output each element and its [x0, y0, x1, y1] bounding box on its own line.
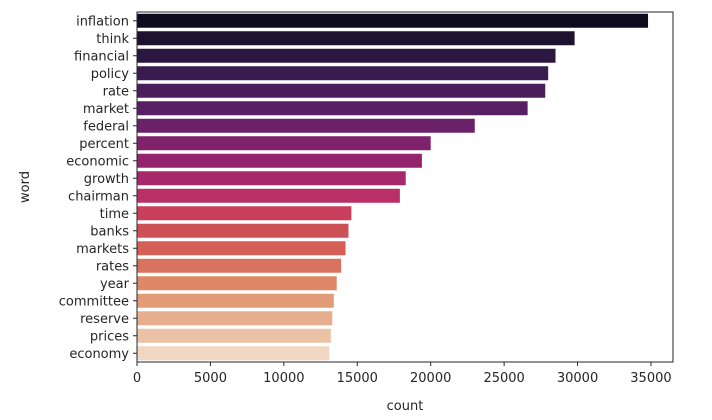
- x-tick-label: 20000: [410, 371, 451, 386]
- y-tick-label: economic: [66, 154, 129, 169]
- plot-frame: [137, 12, 673, 362]
- bar-growth: [137, 171, 406, 185]
- x-tick-label: 25000: [483, 371, 524, 386]
- y-tick-label: markets: [76, 242, 129, 257]
- y-tick-label: rate: [103, 84, 129, 99]
- bars-group: [137, 14, 648, 361]
- y-tick-labels: inflation think financial policy rate market f…: [59, 14, 137, 362]
- bar-financial: [137, 49, 556, 63]
- y-tick-label: federal: [83, 119, 129, 134]
- bar-think: [137, 31, 575, 45]
- bar-prices: [137, 329, 331, 343]
- y-tick-label: chairman: [68, 189, 129, 204]
- bar-inflation: [137, 14, 648, 28]
- x-tick-label: 35000: [630, 371, 671, 386]
- bar-chairman: [137, 189, 400, 203]
- bar-time: [137, 206, 351, 220]
- x-tick-label: 30000: [557, 371, 598, 386]
- y-tick-label: percent: [79, 137, 129, 152]
- bar-markets: [137, 241, 346, 255]
- x-tick-label: 10000: [263, 371, 304, 386]
- y-tick-label: prices: [90, 329, 129, 344]
- y-tick-label: inflation: [76, 14, 129, 29]
- y-tick-label: market: [83, 102, 129, 117]
- bar-rate: [137, 84, 545, 98]
- bar-rates: [137, 259, 341, 273]
- y-tick-label: policy: [91, 67, 130, 82]
- y-tick-label: think: [96, 32, 129, 47]
- bar-banks: [137, 224, 348, 238]
- x-tick-label: 15000: [337, 371, 378, 386]
- bar-percent: [137, 136, 431, 150]
- x-tick-label: 0: [133, 371, 141, 386]
- bar-economy: [137, 346, 329, 360]
- x-tick-label: 5000: [194, 371, 227, 386]
- y-axis-label: word: [18, 171, 33, 203]
- y-tick-label: growth: [84, 172, 129, 187]
- x-ticks: 0 5000 10000 15000 20000 25000 30000 35000: [133, 362, 672, 386]
- y-tick-label: year: [100, 277, 130, 292]
- bar-committee: [137, 294, 334, 308]
- bar-policy: [137, 66, 548, 80]
- bar-economic: [137, 154, 422, 168]
- y-tick-label: time: [100, 207, 129, 222]
- bar-year: [137, 276, 337, 290]
- y-tick-label: banks: [90, 224, 129, 239]
- bar-market: [137, 101, 528, 115]
- y-tick-label: financial: [74, 49, 129, 64]
- y-tick-label: rates: [96, 259, 129, 274]
- bar-reserve: [137, 311, 332, 325]
- y-tick-label: reserve: [80, 312, 129, 327]
- x-axis-label: count: [387, 399, 424, 414]
- y-tick-label: economy: [69, 347, 129, 362]
- bar-federal: [137, 119, 475, 133]
- y-tick-label: committee: [59, 294, 129, 309]
